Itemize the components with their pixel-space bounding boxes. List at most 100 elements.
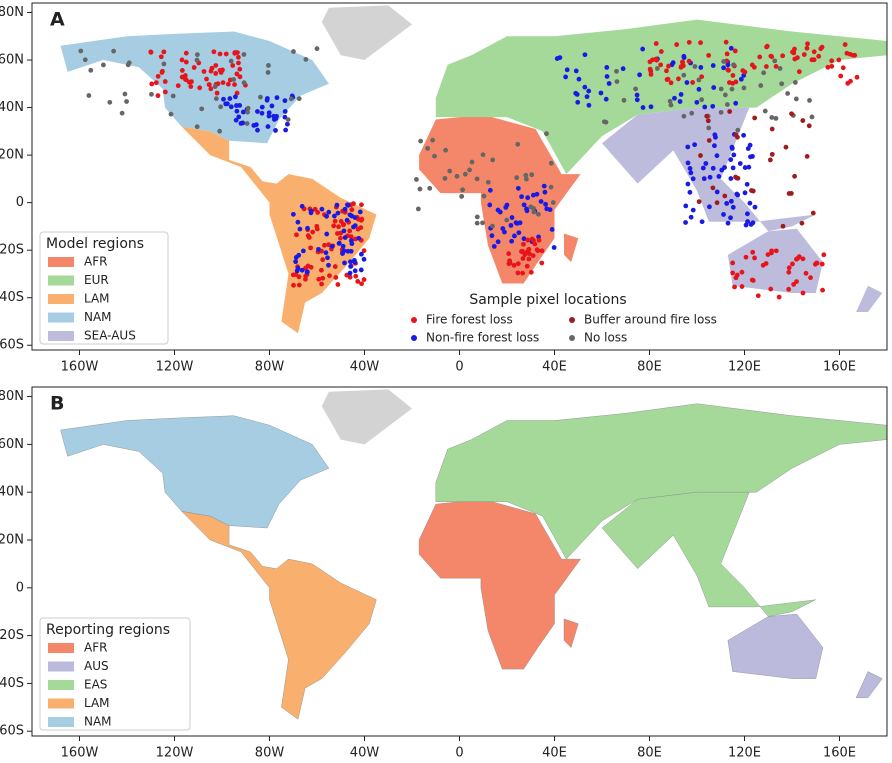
sample-point xyxy=(769,250,774,256)
sample-point xyxy=(326,262,331,268)
sample-point xyxy=(447,168,453,174)
sample-point xyxy=(217,128,223,134)
sample-point xyxy=(804,153,810,159)
sample-point xyxy=(161,61,167,67)
sample-point xyxy=(480,152,486,158)
sample-point xyxy=(713,134,718,140)
sample-point xyxy=(838,73,844,79)
sample-point xyxy=(776,294,782,300)
sample-point xyxy=(734,272,740,278)
sample-point xyxy=(741,85,747,91)
sample-point xyxy=(454,173,460,179)
sample-point xyxy=(757,54,763,60)
region xyxy=(563,618,579,648)
sample-point xyxy=(327,273,332,279)
sample-point xyxy=(288,96,294,102)
sample-point xyxy=(100,62,106,68)
sample-point xyxy=(745,211,750,217)
sample-point xyxy=(153,80,159,86)
sample-point xyxy=(664,68,669,74)
sample-point xyxy=(745,219,750,224)
sample-point xyxy=(680,60,686,65)
sample-point xyxy=(266,63,271,68)
sample-point xyxy=(714,153,720,159)
sample-point xyxy=(237,66,243,72)
sample-point xyxy=(316,246,321,252)
sample-point xyxy=(266,113,272,119)
sample-point xyxy=(125,62,131,68)
sample-point xyxy=(442,175,448,181)
sample-point xyxy=(241,80,247,86)
x-tick-label: 80E xyxy=(637,360,662,375)
sample-point xyxy=(848,78,853,84)
sample-point xyxy=(269,103,275,109)
sample-point xyxy=(747,200,753,206)
sample-point xyxy=(233,117,239,123)
sample-point xyxy=(733,79,739,85)
sample-point xyxy=(604,74,610,79)
sample-legend-title: Sample pixel locations xyxy=(469,292,626,308)
sample-point xyxy=(530,253,536,258)
sample-point xyxy=(259,104,265,110)
sample-point xyxy=(320,257,326,263)
sample-point xyxy=(648,72,654,77)
legend-swatch xyxy=(48,331,74,341)
legend-box xyxy=(39,617,191,731)
sample-point xyxy=(687,166,693,171)
sample-point xyxy=(620,66,626,72)
sample-point xyxy=(614,79,620,85)
sample-point xyxy=(688,214,694,220)
sample-point xyxy=(155,93,161,99)
sample-point xyxy=(282,114,288,120)
sample-point xyxy=(255,127,260,133)
sample-point xyxy=(683,203,689,209)
sample-point xyxy=(544,131,549,137)
y-tick-label: 40S xyxy=(0,290,24,305)
sample-point xyxy=(685,181,691,187)
sample-point xyxy=(211,49,217,55)
sample-point xyxy=(664,77,670,82)
y-tick-label: 20S xyxy=(0,243,24,258)
sample-point xyxy=(729,145,735,151)
sample-point xyxy=(230,63,236,68)
sample-point xyxy=(194,57,200,63)
sample-legend-label: Buffer around fire loss xyxy=(584,313,717,327)
sample-point xyxy=(303,56,309,62)
sample-point xyxy=(490,223,495,229)
sample-point xyxy=(318,267,324,273)
x-tick-label: 40W xyxy=(350,746,380,760)
sample-point xyxy=(427,185,433,191)
sample-point xyxy=(747,142,753,148)
region xyxy=(727,613,824,679)
sample-legend-marker xyxy=(411,335,417,341)
sample-point xyxy=(647,59,653,65)
sample-point xyxy=(514,220,520,226)
sample-point xyxy=(511,262,517,268)
sample-point xyxy=(714,200,720,206)
sample-point xyxy=(690,176,696,182)
sample-point xyxy=(786,191,792,196)
sample-point xyxy=(549,227,555,232)
sample-point xyxy=(724,102,730,107)
sample-point xyxy=(481,193,487,199)
sample-point xyxy=(790,49,795,55)
sample-point xyxy=(323,250,329,256)
sample-point xyxy=(218,70,224,75)
x-tick-label: 160E xyxy=(823,746,856,760)
sample-point xyxy=(690,207,696,213)
sample-point xyxy=(586,88,592,94)
sample-point xyxy=(485,179,491,185)
sample-point xyxy=(584,94,590,100)
sample-point xyxy=(148,49,154,55)
sample-point xyxy=(521,236,527,242)
sample-point xyxy=(534,191,540,197)
legend-swatch xyxy=(48,661,74,672)
sample-point xyxy=(333,275,339,280)
sample-point xyxy=(504,202,510,208)
region xyxy=(564,233,579,263)
sample-point xyxy=(710,63,716,68)
sample-point xyxy=(727,109,733,114)
sample-point xyxy=(251,123,257,128)
sample-point xyxy=(228,58,234,64)
sample-point xyxy=(803,270,809,276)
